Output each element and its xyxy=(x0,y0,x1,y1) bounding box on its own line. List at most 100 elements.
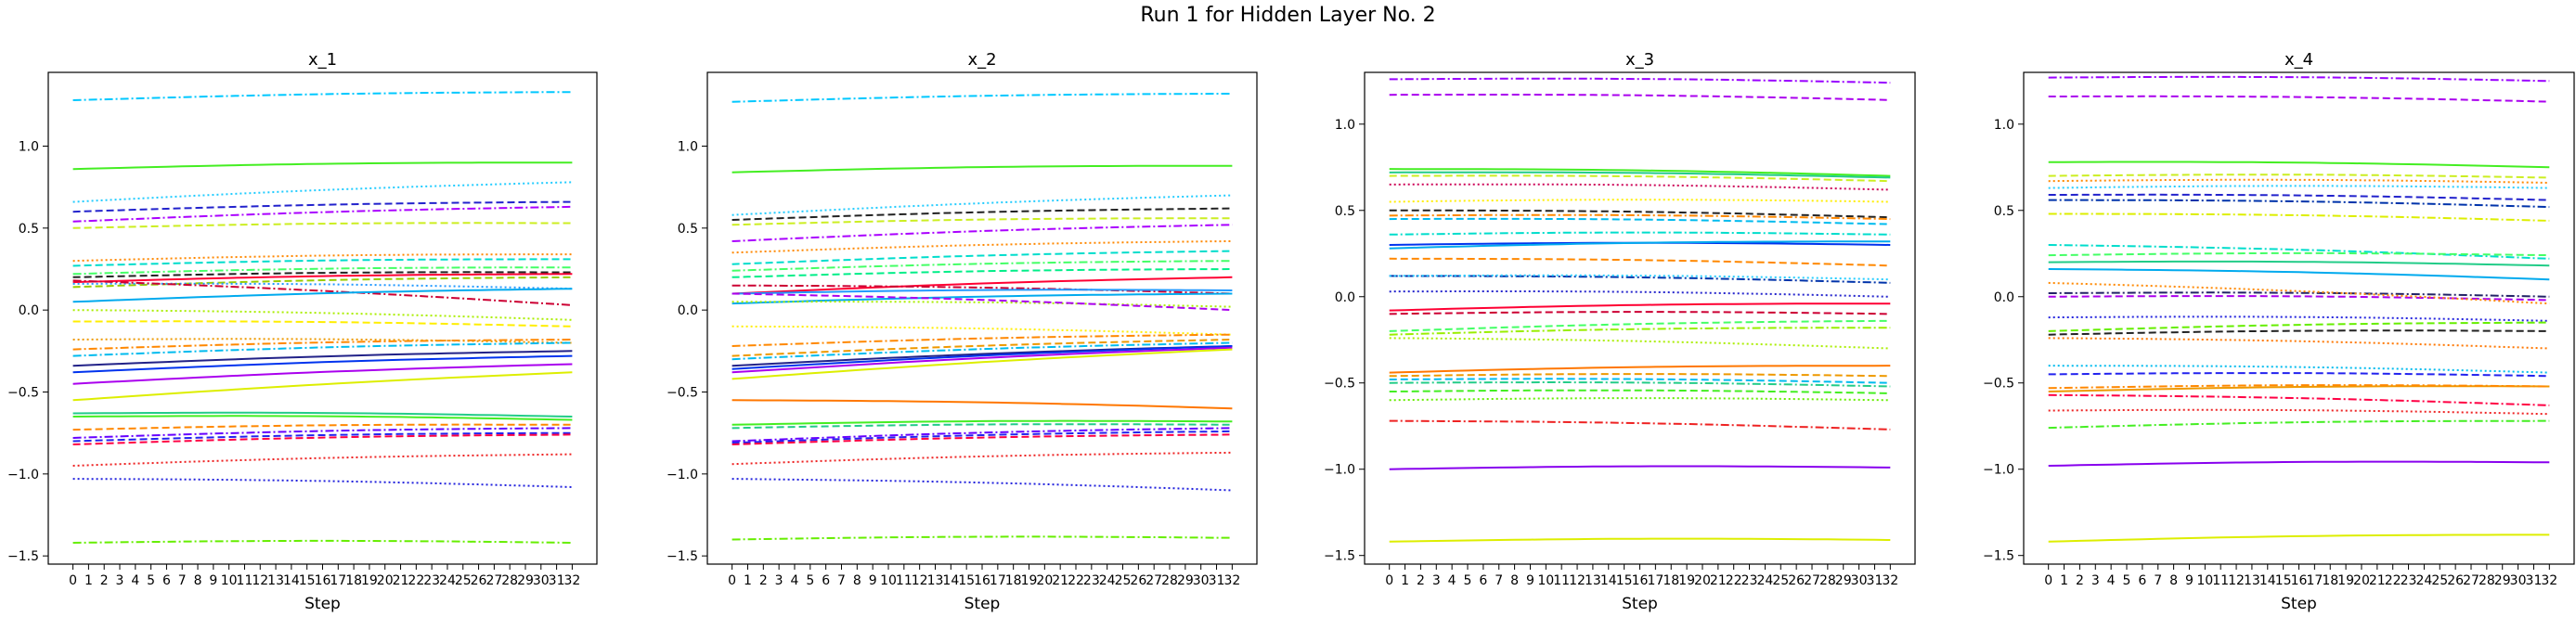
x-tick-label: 3 xyxy=(116,573,124,588)
series-line-32 xyxy=(72,478,573,488)
x-tick-label: 27 xyxy=(2463,573,2479,588)
series-line-24 xyxy=(1389,373,1891,378)
x-tick-label: 25 xyxy=(2431,573,2448,588)
series-line-32 xyxy=(731,478,1233,492)
x-tick-label: 17 xyxy=(330,573,346,588)
series-line-13 xyxy=(2048,268,2550,281)
x-tick-label: 5 xyxy=(147,573,155,588)
x-tick-label: 5 xyxy=(1464,573,1472,588)
series-line-14 xyxy=(731,292,1233,305)
series-line-13 xyxy=(731,289,1233,295)
subplot-x-1: −1.5−1.0−0.50.00.51.00 1 2 3 4 5 6 7 8 9 101112131… xyxy=(7,50,598,613)
x-tick-label: 6 xyxy=(162,573,171,588)
subplot-title: x_4 xyxy=(2285,50,2313,70)
x-tick-label: 5 xyxy=(2123,573,2131,588)
series-line-15 xyxy=(1389,275,1891,284)
x-tick-label: 1 xyxy=(84,573,93,588)
series-line-9 xyxy=(2048,212,2550,222)
series-line-29 xyxy=(731,430,1233,444)
x-tick-label: 22 xyxy=(1068,573,1084,588)
x-tick-label: 8 xyxy=(2169,573,2178,588)
y-tick-label: 0.5 xyxy=(19,222,39,237)
series-line-25 xyxy=(2048,393,2550,406)
series-line-23 xyxy=(72,363,573,385)
series-line-6 xyxy=(1389,183,1891,191)
series-line-33 xyxy=(72,539,573,544)
figure-title: Run 1 for Hidden Layer No. 2 xyxy=(1140,4,1436,27)
x-tick-label: 30 xyxy=(1851,573,1868,588)
x-tick-label: 0 xyxy=(728,573,736,588)
x-tick-label: 25 xyxy=(455,573,472,588)
x-tick-label: 19 xyxy=(1021,573,1038,588)
series-line-30 xyxy=(731,433,1233,445)
x-tick-label: 9 xyxy=(2185,573,2194,588)
series-line-22 xyxy=(731,345,1233,370)
y-tick-label: 0.5 xyxy=(678,222,698,237)
series-line-28 xyxy=(731,427,1233,443)
x-tick-label: 31 xyxy=(549,573,565,588)
series-line-20 xyxy=(1389,319,1891,332)
series-line-14 xyxy=(2048,291,2550,298)
x-tick-label: 23 xyxy=(1741,573,1758,588)
series-line-11 xyxy=(1389,231,1891,236)
x-tick-label: 9 xyxy=(209,573,217,588)
x-tick-label: 23 xyxy=(2401,573,2417,588)
series-line-11 xyxy=(72,273,573,284)
y-tick-label: 1.0 xyxy=(678,140,698,155)
series-line-8 xyxy=(72,258,573,267)
series-line-15 xyxy=(2048,295,2550,302)
series-line-27 xyxy=(2048,419,2550,430)
x-tick-label: 2 xyxy=(100,573,109,588)
series-line-13 xyxy=(72,282,573,290)
x-tick-label: 26 xyxy=(1788,573,1805,588)
x-tick-label: 6 xyxy=(2138,573,2146,588)
x-tick-label: 9 xyxy=(1526,573,1534,588)
y-tick-label: 1.0 xyxy=(1994,118,2014,133)
x-tick-label: 10 xyxy=(1537,573,1554,588)
x-tick-label: 26 xyxy=(471,573,487,588)
series-line-2 xyxy=(72,161,573,171)
x-tick-label: 3 xyxy=(2091,573,2100,588)
series-line-10 xyxy=(1389,217,1891,225)
y-tick-label: −0.5 xyxy=(667,386,698,401)
x-tick-label: 21 xyxy=(2369,573,2386,588)
x-tick-label: 0 xyxy=(1385,573,1393,588)
y-tick-label: −1.5 xyxy=(7,549,39,564)
x-tick-label: 32 xyxy=(1882,573,1898,588)
x-tick-label: 14 xyxy=(942,573,959,588)
series-line-14 xyxy=(72,279,573,306)
series-line-24 xyxy=(72,371,573,402)
series-line-26 xyxy=(731,419,1233,426)
x-tick-label: 25 xyxy=(1115,573,1132,588)
x-tick-label: 23 xyxy=(423,573,440,588)
series-line-28 xyxy=(72,427,573,439)
series-line-30 xyxy=(1389,465,1891,470)
series-line-16 xyxy=(731,292,1233,312)
series-line-26 xyxy=(2048,408,2550,416)
x-tick-label: 11 xyxy=(237,573,253,588)
x-tick-label: 1 xyxy=(1401,573,1409,588)
x-tick-label: 30 xyxy=(2510,573,2527,588)
series-line-30 xyxy=(72,433,573,445)
series-line-17 xyxy=(72,320,573,328)
x-tick-label: 29 xyxy=(1835,573,1852,588)
x-tick-label: 4 xyxy=(2107,573,2116,588)
x-tick-label: 4 xyxy=(131,573,139,588)
x-axis-label: Step xyxy=(2281,595,2317,613)
series-line-21 xyxy=(1389,327,1891,336)
series-line-1 xyxy=(72,91,573,101)
series-line-6 xyxy=(72,222,573,229)
x-tick-label: 28 xyxy=(1819,573,1836,588)
x-tick-label: 6 xyxy=(822,573,830,588)
series-line-27 xyxy=(72,423,573,431)
series-line-6 xyxy=(2048,185,2550,189)
x-tick-label: 17 xyxy=(1647,573,1663,588)
plot-frame xyxy=(706,71,1258,565)
x-tick-label: 29 xyxy=(2494,573,2511,588)
series-line-19 xyxy=(2048,329,2550,336)
x-tick-label: 32 xyxy=(2541,573,2557,588)
series-line-28 xyxy=(1389,397,1891,402)
series-line-12 xyxy=(2048,260,2550,267)
x-tick-label: 16 xyxy=(2291,573,2308,588)
x-tick-label: 19 xyxy=(2337,573,2354,588)
